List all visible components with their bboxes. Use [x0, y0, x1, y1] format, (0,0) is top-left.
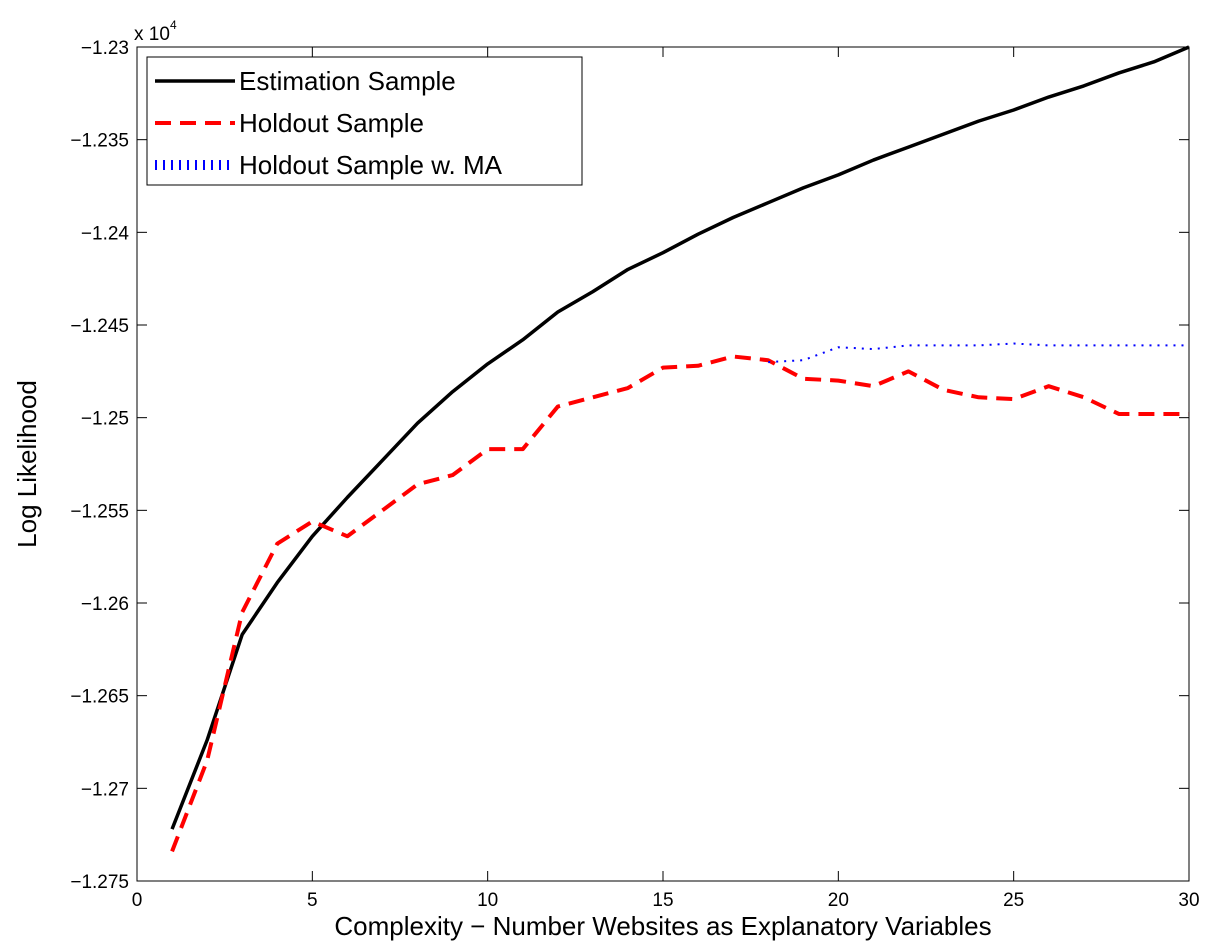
x-tick-label: 25 [1003, 890, 1024, 911]
axes-frame [136, 46, 1190, 882]
y-tick-label: −1.275 [70, 872, 129, 893]
legend-label: Holdout Sample w. MA [239, 150, 503, 180]
x-tick-label: 0 [132, 890, 143, 911]
data-line [170, 45, 1190, 830]
x-tick-label: 5 [307, 890, 318, 911]
y-tick-label: −1.23 [81, 38, 129, 59]
y-tick-label: −1.255 [70, 501, 129, 522]
y-tick-label: −1.25 [81, 409, 129, 430]
y-scale-label: x 10 [134, 24, 170, 45]
x-tick-label: 10 [477, 890, 498, 911]
x-tick-label: 30 [1178, 890, 1199, 911]
y-scale-exponent: 4 [170, 18, 177, 32]
y-tick-label: −1.245 [70, 316, 129, 337]
y-tick-label: −1.27 [81, 779, 129, 800]
legend-label: Estimation Sample [239, 66, 456, 96]
x-axis-label: Complexity − Number Websites as Explanat… [334, 911, 991, 941]
data-line [768, 342, 1189, 364]
y-tick-label: −1.265 [70, 687, 129, 708]
y-tick-label: −1.235 [70, 131, 129, 152]
x-tick-label: 15 [652, 890, 673, 911]
y-axis-label: Log Likelihood [12, 380, 42, 548]
legend-label: Holdout Sample [239, 108, 424, 138]
y-tick-label: −1.24 [81, 223, 130, 244]
y-tick-label: −1.26 [81, 594, 129, 615]
x-tick-label: 20 [828, 890, 849, 911]
